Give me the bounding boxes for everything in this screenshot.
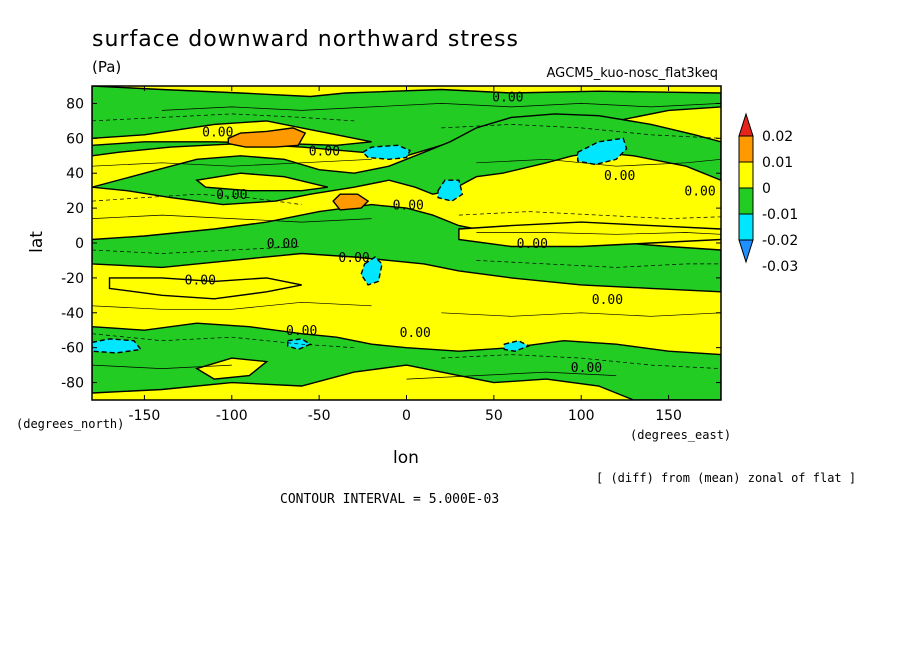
colorbar-label: 0 (762, 181, 771, 197)
y-tick-label: 40 (66, 166, 84, 182)
contour-region (227, 127, 307, 148)
y-tick-label: -40 (61, 306, 84, 322)
contour-region (577, 137, 628, 166)
contour-label: 0.00 (400, 326, 431, 341)
contour-label: 0.00 (517, 237, 548, 252)
contour-label-layer: 0.00 0.00 0.00 0.00 0.00 0.00 0.00 0.00 0.00 0.00… (185, 90, 716, 375)
dashed-contour-line (92, 333, 355, 349)
contour-region (437, 179, 464, 202)
y-axis-label: lat (27, 231, 47, 253)
contour-line (406, 371, 617, 380)
contour-fill-layer (92, 86, 721, 400)
colorbar: 0.02 0.01 0 -0.01 -0.02 -0.03 (738, 112, 798, 275)
y-axis: -80 -60 -40 -20 0 20 40 60 80 (61, 96, 721, 392)
contour-label: 0.00 (684, 185, 715, 200)
experiment-label: AGCM5_kuo-nosc_flat3keq (546, 66, 718, 81)
colorbar-label: 0.02 (762, 129, 793, 145)
colorbar-segment (738, 187, 754, 215)
contour-region (195, 357, 269, 380)
x-axis-label: lon (393, 448, 419, 468)
contour-label: 0.00 (492, 90, 523, 105)
contour-label: 0.00 (267, 237, 298, 252)
x-tick-label: 0 (402, 408, 411, 424)
y-tick-label: -60 (61, 341, 84, 357)
contour-label: 0.00 (592, 293, 623, 308)
dashed-contour-line (92, 193, 302, 205)
contour-label: 0.00 (604, 169, 635, 184)
contour-line (161, 103, 721, 111)
contour-label: 0.00 (571, 361, 602, 376)
y-tick-label: 20 (66, 201, 84, 217)
contour-region (195, 172, 329, 192)
contour-region (332, 193, 370, 211)
contour-region (503, 339, 531, 352)
contour-region (458, 221, 721, 248)
y-tick-label: 80 (66, 96, 84, 112)
contour-label: 0.00 (338, 251, 369, 266)
contour-line-layer (92, 103, 721, 380)
contour-region (92, 338, 143, 354)
y-tick-label: -20 (61, 271, 84, 287)
x-tick-label: -100 (216, 408, 248, 424)
colorbar-label: -0.01 (762, 207, 798, 223)
contour-line (92, 301, 372, 310)
units-label: (Pa) (92, 58, 121, 76)
contour-line (92, 364, 232, 369)
chart-title: surface downward northward stress (92, 27, 519, 52)
plot-area: 0.00 0.00 0.00 0.00 0.00 0.00 0.00 0.00 0.00 0.00… (92, 86, 721, 400)
x-tick-label: 100 (568, 408, 595, 424)
x-tick-label: 50 (485, 408, 503, 424)
colorbar-label: -0.03 (762, 259, 798, 275)
contour-region (287, 338, 312, 351)
dashed-contour-line (92, 113, 355, 122)
contour-label: 0.00 (309, 145, 340, 160)
contour-interval: CONTOUR INTERVAL = 5.000E-03 (280, 492, 499, 507)
y-axis-units: (degrees_north) (16, 417, 124, 431)
dashed-contour-line (441, 354, 721, 369)
contour-line (92, 214, 372, 223)
contour-line (476, 158, 721, 167)
colorbar-label: 0.01 (762, 155, 793, 171)
colorbar-segment (738, 135, 754, 163)
dashed-contour-layer (92, 113, 721, 369)
contour-region (92, 203, 721, 293)
contour-label: 0.00 (185, 274, 216, 289)
x-tick-label: -150 (129, 408, 161, 424)
contour-line (92, 158, 372, 167)
x-tick-label: 150 (655, 408, 682, 424)
contour-region (361, 144, 411, 161)
y-tick-label: -80 (61, 376, 84, 392)
colorbar-top-arrow (738, 112, 754, 137)
contour-label: 0.00 (216, 188, 247, 203)
x-axis: -150 -100 -50 0 50 100 150 (129, 86, 682, 424)
colorbar-segment (738, 213, 754, 241)
contour-line (476, 232, 721, 235)
diff-note: [ (diff) from (mean) zonal of flat ] (596, 471, 856, 485)
colorbar-bottom-arrow (738, 239, 754, 264)
contour-label: 0.00 (202, 125, 233, 140)
y-tick-label: 60 (66, 131, 84, 147)
dashed-contour-line (458, 211, 721, 219)
x-tick-label: -50 (308, 408, 331, 424)
contour-line (441, 312, 721, 317)
colorbar-label: -0.02 (762, 233, 798, 249)
colorbar-segment (738, 161, 754, 189)
x-axis-units: (degrees_east) (630, 428, 731, 442)
contour-region (108, 277, 302, 300)
contour-label: 0.00 (286, 324, 317, 339)
contour-region (92, 322, 721, 400)
y-tick-label: 0 (75, 236, 84, 252)
contour-label: 0.00 (393, 199, 424, 214)
dashed-contour-line (441, 124, 721, 139)
contour-region (360, 256, 383, 286)
